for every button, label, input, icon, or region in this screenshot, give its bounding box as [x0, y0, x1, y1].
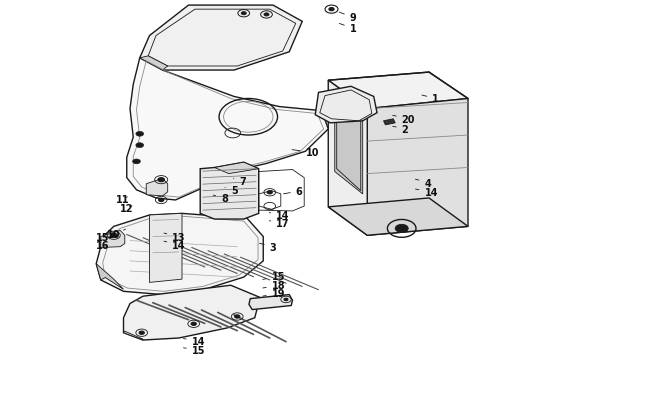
- Polygon shape: [200, 163, 259, 220]
- Text: 6: 6: [283, 187, 302, 196]
- Circle shape: [159, 199, 164, 202]
- Text: 15: 15: [263, 272, 285, 281]
- Polygon shape: [249, 295, 292, 310]
- Text: 14: 14: [269, 211, 290, 220]
- Polygon shape: [328, 198, 468, 236]
- Text: 11: 11: [116, 194, 129, 204]
- Circle shape: [191, 322, 196, 326]
- Text: 10: 10: [107, 230, 125, 240]
- Circle shape: [139, 331, 144, 335]
- Circle shape: [329, 9, 334, 12]
- Text: 8: 8: [213, 194, 228, 203]
- Text: 5: 5: [225, 185, 237, 195]
- Polygon shape: [146, 179, 168, 196]
- Text: 2: 2: [393, 125, 408, 134]
- Polygon shape: [96, 214, 263, 295]
- Polygon shape: [140, 6, 302, 71]
- Text: 18: 18: [263, 281, 285, 290]
- Circle shape: [267, 191, 272, 194]
- Polygon shape: [335, 91, 363, 194]
- Polygon shape: [124, 331, 143, 340]
- Polygon shape: [384, 119, 395, 126]
- Text: 14: 14: [183, 337, 205, 346]
- Text: 13: 13: [164, 232, 186, 242]
- Polygon shape: [127, 59, 328, 200]
- Polygon shape: [150, 214, 182, 283]
- Text: 9: 9: [339, 13, 356, 23]
- Text: 1: 1: [422, 94, 439, 104]
- Text: 14: 14: [164, 240, 186, 250]
- Circle shape: [158, 178, 164, 182]
- Circle shape: [133, 160, 140, 164]
- Text: 15: 15: [183, 345, 205, 355]
- Text: 16: 16: [96, 240, 110, 250]
- Text: 14: 14: [415, 188, 438, 197]
- Polygon shape: [96, 264, 124, 290]
- Circle shape: [395, 225, 408, 233]
- Circle shape: [284, 298, 288, 301]
- Circle shape: [235, 315, 240, 318]
- Text: 4: 4: [415, 178, 431, 188]
- Polygon shape: [101, 231, 125, 248]
- Circle shape: [136, 132, 144, 137]
- Circle shape: [136, 143, 144, 148]
- Circle shape: [111, 234, 117, 238]
- Text: 17: 17: [269, 219, 290, 228]
- Text: 10: 10: [292, 148, 319, 158]
- Text: 1: 1: [339, 24, 356, 34]
- Polygon shape: [214, 163, 259, 174]
- Polygon shape: [328, 73, 468, 109]
- Text: 15: 15: [96, 232, 110, 242]
- Text: 12: 12: [120, 203, 134, 213]
- Polygon shape: [328, 81, 367, 236]
- Text: 19: 19: [263, 289, 285, 298]
- Polygon shape: [140, 57, 168, 71]
- Circle shape: [241, 13, 246, 16]
- Circle shape: [264, 14, 269, 17]
- Polygon shape: [124, 286, 260, 340]
- Polygon shape: [367, 99, 468, 236]
- Text: 20: 20: [393, 115, 415, 124]
- Polygon shape: [315, 87, 377, 124]
- Text: 7: 7: [233, 177, 246, 186]
- Text: 3: 3: [259, 242, 276, 252]
